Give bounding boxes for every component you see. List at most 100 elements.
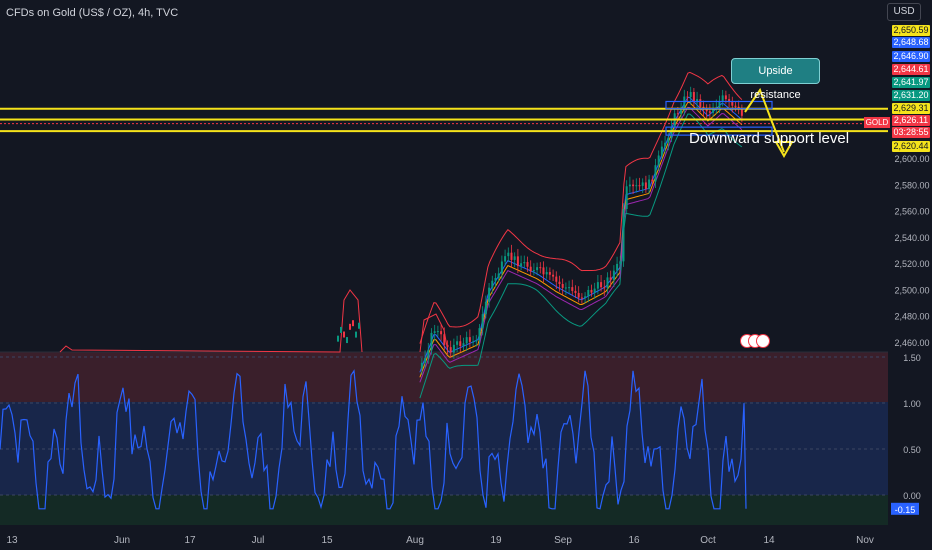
candle	[603, 287, 606, 289]
candle	[436, 331, 439, 333]
candle	[670, 126, 673, 138]
candle	[664, 142, 667, 147]
candle	[596, 282, 599, 289]
candle	[705, 109, 708, 112]
price-tick-label: 2,460.00	[894, 338, 929, 348]
candle	[580, 297, 583, 299]
oscillator-line	[0, 369, 747, 510]
candle	[475, 340, 478, 342]
candle	[526, 262, 529, 267]
currency-button[interactable]: USD	[887, 3, 921, 21]
candle	[555, 276, 558, 282]
candle	[692, 92, 695, 103]
price-tick-label: 2,600.00	[894, 154, 929, 164]
candle	[523, 262, 526, 264]
candle	[427, 350, 430, 359]
candle	[552, 274, 555, 277]
candle	[654, 165, 657, 182]
moving-average-mid	[419, 101, 743, 378]
candle	[660, 146, 663, 156]
candle	[337, 335, 339, 342]
candle	[641, 182, 644, 186]
candle	[340, 326, 342, 333]
candle	[632, 184, 635, 187]
candle	[443, 334, 446, 345]
price-tag: 2,626.11	[892, 115, 930, 126]
price-tag: 2,644.61	[892, 64, 930, 75]
candle	[635, 185, 638, 187]
candle	[500, 261, 503, 274]
x-tick-label: Sep	[554, 535, 572, 546]
downward-support-label[interactable]: Downward support level	[689, 130, 850, 147]
candle	[712, 109, 715, 113]
resistance-box	[665, 100, 773, 110]
x-tick-label: Jun	[114, 535, 130, 546]
osc-value-label: -0.15	[895, 505, 916, 515]
candle	[545, 272, 548, 275]
x-tick-label: 13	[6, 535, 18, 546]
candle	[558, 281, 561, 285]
candle	[683, 96, 686, 111]
candle	[468, 337, 471, 342]
candle	[494, 277, 497, 281]
candle	[721, 95, 724, 102]
overbought-zone	[0, 352, 888, 402]
x-tick-label: Nov	[856, 535, 874, 546]
candle	[590, 289, 593, 293]
candle	[625, 186, 628, 209]
candle	[516, 256, 519, 267]
candle	[520, 263, 523, 267]
candle	[343, 331, 345, 338]
upside-resistance-callout[interactable]: Upside resistance	[731, 58, 820, 101]
x-tick-label: 14	[763, 535, 775, 546]
candle	[452, 344, 455, 353]
candle	[628, 184, 631, 187]
price-tag: 2,648.68	[892, 37, 930, 48]
candle	[718, 101, 721, 108]
candle	[648, 179, 651, 189]
x-tick-label: 17	[184, 535, 196, 546]
arrow-head-icon	[774, 141, 794, 159]
price-tag: 2,620.44	[892, 141, 930, 152]
candle	[358, 322, 360, 329]
candle	[731, 101, 734, 106]
candle	[564, 287, 567, 289]
candle	[491, 280, 494, 288]
price-tag: 2,650.59	[892, 25, 930, 36]
moving-average-slow	[419, 106, 743, 383]
candle	[430, 332, 433, 351]
candle	[593, 288, 596, 293]
candle	[507, 252, 510, 257]
x-tick-label: Jul	[252, 535, 265, 546]
price-tick-label: 2,520.00	[894, 259, 929, 269]
event-flags[interactable]	[740, 334, 774, 348]
candle	[420, 362, 423, 369]
candle	[440, 331, 443, 335]
candle	[600, 282, 603, 288]
candle	[484, 301, 487, 315]
candle	[577, 292, 580, 298]
osc-tick-label: 1.00	[903, 399, 921, 409]
candle	[424, 358, 427, 363]
oversold-zone	[0, 495, 888, 525]
candle	[446, 344, 449, 348]
chart-title: CFDs on Gold (US$ / OZ), 4h, TVC	[6, 7, 179, 19]
upper-band-early	[419, 313, 449, 353]
candle	[680, 110, 683, 114]
candle	[504, 256, 507, 262]
candle	[481, 314, 484, 329]
candle	[488, 287, 491, 302]
candle	[612, 270, 615, 280]
x-tick-label: Oct	[700, 535, 716, 546]
price-tag: 03:28:55	[892, 127, 930, 138]
candle	[708, 111, 711, 113]
candle	[542, 267, 545, 275]
candle	[622, 208, 625, 262]
us-flag-icon[interactable]	[756, 334, 770, 348]
candle	[638, 185, 641, 187]
upper-band	[419, 71, 743, 344]
price-tick-label: 2,540.00	[894, 233, 929, 243]
x-tick-label: 16	[628, 535, 640, 546]
candle	[510, 252, 513, 260]
